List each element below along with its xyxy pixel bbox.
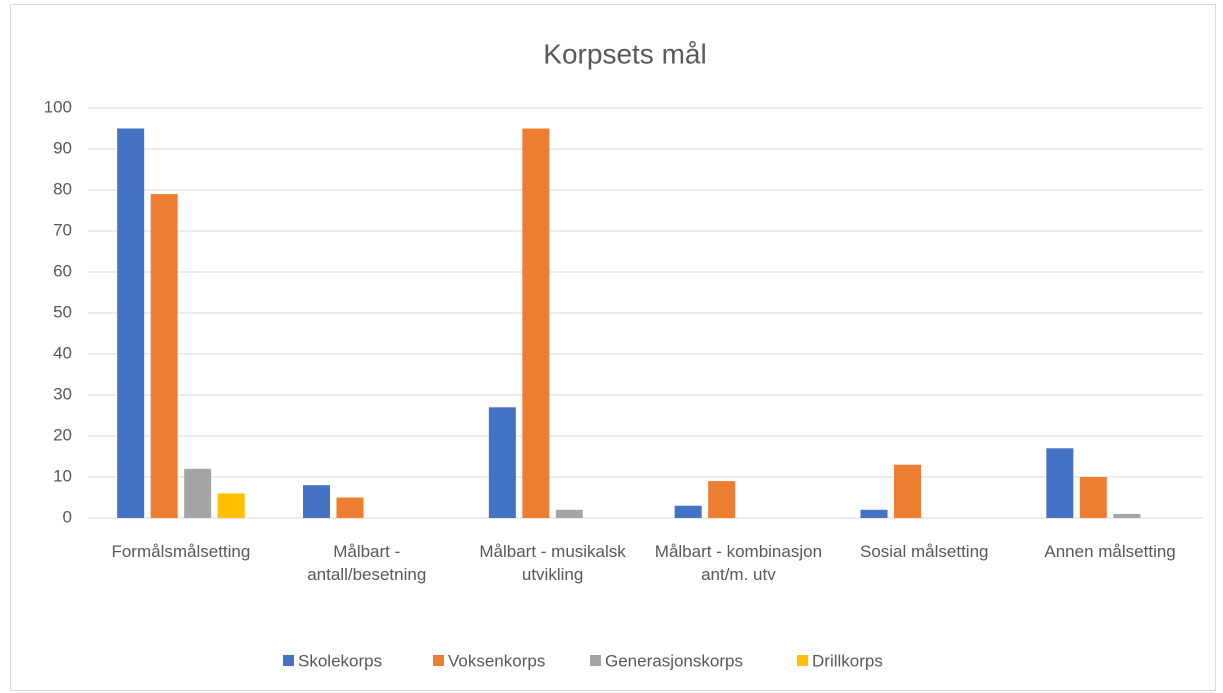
y-tick-label: 80 [53, 179, 72, 198]
legend-swatch [283, 655, 294, 666]
bar [217, 493, 245, 518]
x-tick-label: Annen målsetting [1044, 542, 1176, 561]
y-tick-label: 20 [53, 425, 72, 444]
x-tick-label: Målbart - kombinasjon ant/m. utv [654, 542, 823, 584]
x-tick-label: Formålsmålsetting [111, 542, 251, 561]
bar [303, 485, 330, 518]
legend-label: Drillkorps [812, 651, 883, 670]
legend-swatch [797, 655, 808, 666]
x-tick-label: Målbart - antall/besetning [307, 542, 427, 584]
bar [184, 468, 212, 518]
y-tick-label: 10 [53, 466, 72, 485]
bar [674, 505, 702, 518]
chart-frame [10, 4, 1216, 691]
y-tick-label: 60 [53, 261, 72, 280]
bar [522, 128, 550, 518]
bar [708, 481, 736, 518]
legend-label: Skolekorps [298, 651, 382, 670]
bar [555, 509, 583, 518]
legend-swatch [433, 655, 444, 666]
bar [1046, 448, 1074, 518]
y-tick-label: 70 [53, 220, 72, 239]
bar [150, 194, 178, 518]
x-tick-label: Sosial målsetting [859, 542, 989, 561]
legend-swatch [590, 655, 601, 666]
legend-label: Generasjonskorps [605, 651, 743, 670]
y-tick-label: 100 [44, 97, 72, 116]
bar [117, 128, 145, 518]
y-tick-label: 0 [63, 507, 72, 526]
y-tick-label: 90 [53, 138, 72, 157]
legend-label: Voksenkorps [448, 651, 545, 670]
y-tick-label: 30 [53, 384, 72, 403]
bar [894, 464, 921, 518]
bar [488, 407, 516, 518]
y-tick-label: 50 [53, 302, 72, 321]
bar [860, 509, 888, 518]
chart-title: Korpsets mål [543, 38, 706, 69]
bar [336, 497, 364, 518]
bar [1079, 477, 1107, 518]
bar [1113, 513, 1141, 518]
x-tick-label: Målbart - musikalsk utvikling [479, 542, 626, 584]
y-tick-label: 40 [53, 343, 72, 362]
